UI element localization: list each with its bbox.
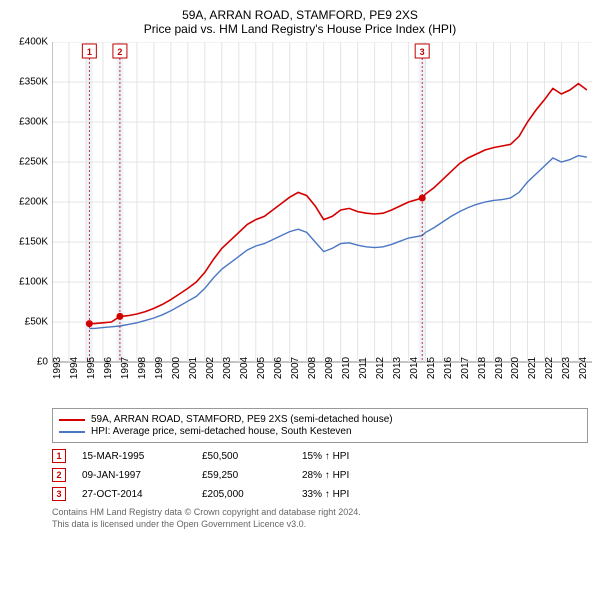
event-marker: 2 [52, 468, 66, 482]
chart-area: 1 2 3 £0 £50K £100K £150K £200K £250K £300K £350K… [8, 42, 592, 402]
y-axis-label: £0 [8, 357, 48, 368]
x-axis-label: 2024 [578, 357, 600, 379]
svg-text:3: 3 [420, 47, 425, 57]
chart-subtitle: Price paid vs. HM Land Registry's House … [8, 22, 592, 36]
footer-attribution: Contains HM Land Registry data © Crown c… [52, 507, 588, 530]
event-date: 09-JAN-1997 [82, 470, 202, 481]
event-row: 2 09-JAN-1997£59,25028% ↑ HPI [52, 468, 588, 482]
y-axis-label: £250K [8, 157, 48, 168]
legend-swatch [59, 419, 85, 421]
y-axis-label: £300K [8, 117, 48, 128]
event-price: £205,000 [202, 489, 302, 500]
event-date: 27-OCT-2014 [82, 489, 202, 500]
legend-label: 59A, ARRAN ROAD, STAMFORD, PE9 2XS (semi… [91, 414, 393, 425]
legend-row: 59A, ARRAN ROAD, STAMFORD, PE9 2XS (semi… [59, 414, 581, 425]
chart-svg: 1 2 3 [52, 42, 592, 366]
footer-line-1: Contains HM Land Registry data © Crown c… [52, 507, 588, 519]
events-list: 1 15-MAR-1995£50,50015% ↑ HPI 2 09-JAN-1997… [52, 449, 588, 501]
event-row: 3 27-OCT-2014£205,00033% ↑ HPI [52, 487, 588, 501]
y-axis-label: £50K [8, 317, 48, 328]
chart-title: 59A, ARRAN ROAD, STAMFORD, PE9 2XS [8, 8, 592, 22]
legend-row: HPI: Average price, semi-detached house,… [59, 426, 581, 437]
y-axis-label: £150K [8, 237, 48, 248]
event-price: £59,250 [202, 470, 302, 481]
legend-swatch [59, 431, 85, 433]
event-date: 15-MAR-1995 [82, 451, 202, 462]
event-row: 1 15-MAR-1995£50,50015% ↑ HPI [52, 449, 588, 463]
y-axis-label: £400K [8, 37, 48, 48]
y-axis-label: £200K [8, 197, 48, 208]
event-price: £50,500 [202, 451, 302, 462]
legend-label: HPI: Average price, semi-detached house,… [91, 426, 352, 437]
y-axis-label: £100K [8, 277, 48, 288]
y-axis-label: £350K [8, 77, 48, 88]
event-pct: 33% ↑ HPI [302, 489, 422, 500]
footer-line-2: This data is licensed under the Open Gov… [52, 519, 588, 531]
event-marker: 3 [52, 487, 66, 501]
event-pct: 15% ↑ HPI [302, 451, 422, 462]
event-marker: 1 [52, 449, 66, 463]
svg-text:1: 1 [87, 47, 92, 57]
event-pct: 28% ↑ HPI [302, 470, 422, 481]
svg-text:2: 2 [117, 47, 122, 57]
legend-box: 59A, ARRAN ROAD, STAMFORD, PE9 2XS (semi… [52, 408, 588, 443]
